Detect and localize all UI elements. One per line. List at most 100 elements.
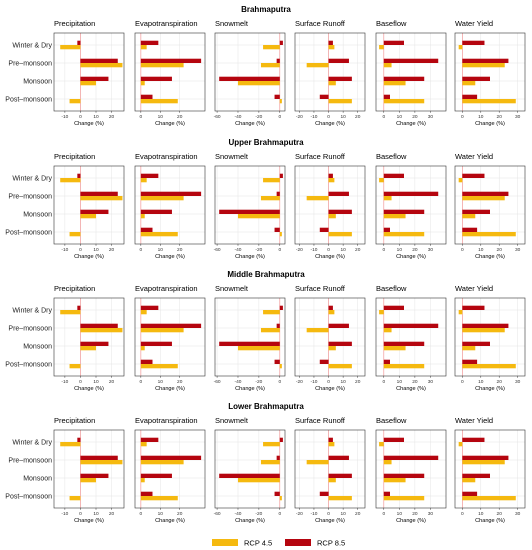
category-label: Post–monsoon xyxy=(5,97,52,104)
bar-rcp85 xyxy=(319,491,329,496)
panel-water-yield: Water Yield 0 10 20 30 Change (%) xyxy=(454,284,526,392)
bar-rcp45 xyxy=(462,232,516,237)
tick-label: -10 xyxy=(310,114,317,120)
tick-label: 20 xyxy=(109,511,115,517)
bar-rcp85 xyxy=(383,455,439,460)
x-axis-label: Change (%) xyxy=(315,254,345,260)
tick-label: -10 xyxy=(61,511,68,517)
tick-label: 30 xyxy=(515,247,521,253)
x-axis-label: Change (%) xyxy=(155,254,185,260)
bar-rcp85 xyxy=(140,191,202,196)
bar-rcp45 xyxy=(383,460,392,465)
panel-title: Evapotranspiration xyxy=(135,284,198,293)
tick-label: -40 xyxy=(235,114,242,120)
bar-rcp45 xyxy=(462,364,516,369)
tick-label: 10 xyxy=(158,511,164,517)
tick-label: 0 xyxy=(139,247,142,253)
tick-label: 20 xyxy=(109,114,115,120)
bar-rcp85 xyxy=(279,437,283,442)
panel-title: Baseflow xyxy=(376,416,407,425)
panel-surface-runoff: Surface Runoff -20 -10 0 10 20 Change (%) xyxy=(294,284,366,392)
region-middle-brahmaputra: Middle Brahmaputra Winter & Dry Pre–monsoo… xyxy=(5,270,526,392)
bar-rcp45 xyxy=(140,478,145,483)
tick-label: 0 xyxy=(382,114,385,120)
tick-label: 0 xyxy=(382,379,385,385)
bar-rcp85 xyxy=(219,341,280,346)
bar-rcp45 xyxy=(260,460,280,465)
bar-rcp45 xyxy=(80,346,96,351)
bar-rcp85 xyxy=(328,40,333,45)
bar-rcp45 xyxy=(80,478,96,483)
tick-label: 10 xyxy=(340,114,346,120)
bar-rcp45 xyxy=(69,232,81,237)
panel-surface-runoff: Surface Runoff -20 -10 0 10 20 Change (%) xyxy=(294,19,366,127)
bar-rcp45 xyxy=(328,310,335,315)
bar-rcp45 xyxy=(306,63,329,68)
bar-rcp85 xyxy=(140,491,153,496)
bar-rcp45 xyxy=(328,442,335,447)
panel-title: Precipitation xyxy=(54,284,95,293)
bar-rcp85 xyxy=(383,305,404,310)
bar-rcp85 xyxy=(328,58,349,63)
bar-rcp45 xyxy=(462,63,505,68)
bar-rcp45 xyxy=(328,346,336,351)
bar-rcp85 xyxy=(219,76,280,81)
bar-rcp85 xyxy=(383,473,425,478)
tick-label: 20 xyxy=(497,114,503,120)
panel-title: Water Yield xyxy=(455,152,493,161)
bar-rcp45 xyxy=(60,310,81,315)
tick-label: -60 xyxy=(214,247,221,253)
tick-label: -20 xyxy=(296,379,303,385)
bar-rcp85 xyxy=(80,76,109,81)
bar-rcp45 xyxy=(279,232,282,237)
bar-rcp85 xyxy=(328,455,349,460)
region-brahmaputra: Brahmaputra Winter & Dry Pre–monsoon Monsoo… xyxy=(5,5,526,127)
bar-rcp45 xyxy=(80,196,123,201)
tick-label: 20 xyxy=(412,247,418,253)
tick-label: 30 xyxy=(428,247,434,253)
bar-rcp45 xyxy=(260,328,280,333)
bar-rcp45 xyxy=(328,214,336,219)
tick-label: 10 xyxy=(478,114,484,120)
bar-rcp85 xyxy=(462,305,485,310)
bar-rcp45 xyxy=(328,496,352,501)
panel-frame xyxy=(53,32,125,112)
category-label: Winter & Dry xyxy=(12,43,52,50)
x-axis-label: Change (%) xyxy=(155,518,185,524)
panel-title: Surface Runoff xyxy=(295,152,346,161)
bar-rcp85 xyxy=(140,341,172,346)
bar-rcp45 xyxy=(462,346,476,351)
panel-frame xyxy=(53,165,125,245)
tick-label: 0 xyxy=(79,114,82,120)
x-axis-label: Change (%) xyxy=(74,386,104,392)
tick-label: 20 xyxy=(412,511,418,517)
bar-rcp85 xyxy=(462,209,490,214)
bar-rcp85 xyxy=(219,473,280,478)
tick-label: 0 xyxy=(382,511,385,517)
panel-frame xyxy=(454,429,526,509)
bar-rcp45 xyxy=(383,196,392,201)
bar-rcp85 xyxy=(140,76,172,81)
bar-rcp85 xyxy=(462,323,509,328)
tick-label: -60 xyxy=(214,511,221,517)
panel-frame xyxy=(375,165,447,245)
panel-frame xyxy=(294,429,366,509)
tick-label: 30 xyxy=(428,511,434,517)
bar-rcp85 xyxy=(462,40,485,45)
bar-rcp45 xyxy=(140,99,178,104)
bar-rcp45 xyxy=(263,178,280,183)
tick-label: 10 xyxy=(93,247,99,253)
panel-frame xyxy=(53,297,125,377)
bar-rcp85 xyxy=(383,209,425,214)
bar-rcp45 xyxy=(383,99,425,104)
bar-rcp85 xyxy=(279,305,283,310)
bar-rcp85 xyxy=(279,40,283,45)
tick-label: 20 xyxy=(177,247,183,253)
tick-label: 30 xyxy=(515,511,521,517)
tick-label: 30 xyxy=(428,379,434,385)
bar-rcp85 xyxy=(462,437,485,442)
tick-label: 30 xyxy=(428,114,434,120)
panel-title: Baseflow xyxy=(376,19,407,28)
bar-rcp45 xyxy=(60,178,81,183)
